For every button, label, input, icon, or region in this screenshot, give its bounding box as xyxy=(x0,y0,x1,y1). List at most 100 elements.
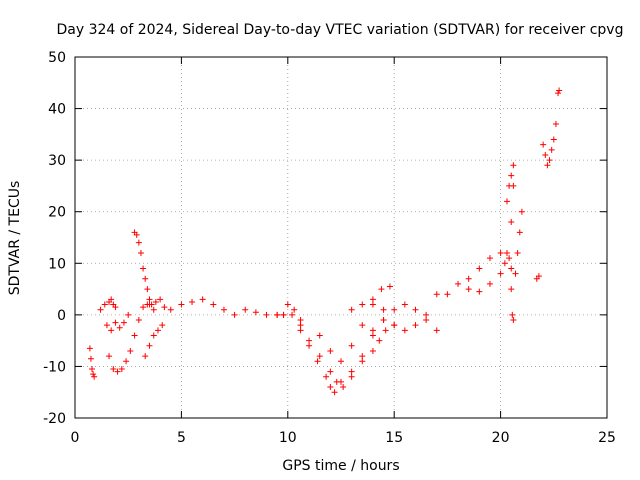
data-point xyxy=(108,327,115,334)
data-point xyxy=(518,208,525,215)
data-point xyxy=(476,288,483,295)
data-point xyxy=(108,296,115,303)
data-point xyxy=(465,286,472,293)
data-points xyxy=(86,87,563,396)
data-point xyxy=(89,366,96,373)
data-point xyxy=(274,311,281,318)
data-point xyxy=(433,291,440,298)
series-track-r xyxy=(509,311,517,324)
data-point xyxy=(159,322,166,329)
data-point xyxy=(497,249,504,256)
series-track-q xyxy=(508,208,525,293)
data-point xyxy=(508,219,515,226)
data-point xyxy=(412,322,419,329)
series-track-h xyxy=(274,301,304,324)
data-point xyxy=(135,239,142,246)
data-point xyxy=(340,384,347,391)
data-point xyxy=(455,280,462,287)
data-point xyxy=(359,353,366,360)
data-point xyxy=(316,332,323,339)
data-point xyxy=(401,327,408,334)
data-point xyxy=(210,301,217,308)
data-point xyxy=(540,141,547,148)
series-track-f xyxy=(142,322,166,360)
data-point xyxy=(280,311,287,318)
data-point xyxy=(359,301,366,308)
data-point xyxy=(512,270,519,277)
data-point xyxy=(542,151,549,158)
data-point xyxy=(327,384,334,391)
data-point xyxy=(423,317,430,324)
data-point xyxy=(110,366,117,373)
data-point xyxy=(289,311,296,318)
series-track-n xyxy=(444,249,515,298)
data-point xyxy=(297,327,304,334)
x-tick-label: 10 xyxy=(279,430,297,446)
x-tick-label: 15 xyxy=(385,430,403,446)
data-point xyxy=(161,304,168,311)
data-point xyxy=(314,358,321,365)
data-point xyxy=(348,306,355,313)
series-track-e xyxy=(131,229,157,313)
data-point xyxy=(133,231,140,238)
data-point xyxy=(380,317,387,324)
data-point xyxy=(535,273,542,280)
data-point xyxy=(516,229,523,236)
data-point xyxy=(391,322,398,329)
x-tick-label: 20 xyxy=(492,430,510,446)
data-point xyxy=(548,146,555,153)
series-track-a xyxy=(86,345,98,380)
data-point xyxy=(131,332,138,339)
series-track-b xyxy=(97,296,119,313)
data-point xyxy=(506,182,513,189)
data-point xyxy=(338,358,344,365)
data-point xyxy=(444,291,451,298)
data-point xyxy=(503,249,510,256)
data-point xyxy=(506,255,513,262)
data-point xyxy=(142,275,149,282)
data-point xyxy=(231,311,238,318)
series-track-k xyxy=(316,283,393,365)
data-point xyxy=(106,353,113,360)
data-point xyxy=(103,322,110,329)
data-point xyxy=(323,373,330,380)
data-point xyxy=(514,249,521,256)
data-point xyxy=(333,378,340,385)
x-tick-label: 5 xyxy=(177,430,186,446)
y-tick-label: -20 xyxy=(43,411,66,427)
chart-title: Day 324 of 2024, Sidereal Day-to-day VTE… xyxy=(57,22,624,38)
data-point xyxy=(508,172,515,179)
data-point xyxy=(146,342,153,349)
x-tick-labels: 0 5 10 15 20 25 xyxy=(71,430,616,446)
data-point xyxy=(546,157,553,164)
data-point xyxy=(376,337,383,344)
data-point xyxy=(114,368,121,375)
series-track-o xyxy=(465,182,517,295)
data-point xyxy=(401,301,408,308)
data-point xyxy=(359,358,366,365)
data-point xyxy=(552,121,559,128)
data-point xyxy=(510,162,517,169)
y-tick-label: 30 xyxy=(48,153,66,169)
data-point xyxy=(327,347,334,354)
data-point xyxy=(112,319,119,326)
y-axis-label: SDTVAR / TECUs xyxy=(7,181,23,296)
data-point xyxy=(508,265,515,272)
data-point xyxy=(369,327,376,334)
plot-frame xyxy=(74,56,608,419)
data-point xyxy=(486,280,493,287)
data-point xyxy=(331,389,338,396)
data-point xyxy=(118,366,125,373)
series-track-i xyxy=(280,311,398,396)
series-track-s xyxy=(533,273,542,282)
y-tick-label: 50 xyxy=(48,50,66,66)
data-point xyxy=(555,90,562,97)
data-point xyxy=(508,286,515,293)
data-point xyxy=(101,301,108,308)
data-point xyxy=(291,306,298,313)
data-point xyxy=(142,353,149,360)
data-point xyxy=(306,342,313,349)
data-point xyxy=(386,283,393,290)
data-point xyxy=(150,306,157,313)
data-point xyxy=(178,301,185,308)
